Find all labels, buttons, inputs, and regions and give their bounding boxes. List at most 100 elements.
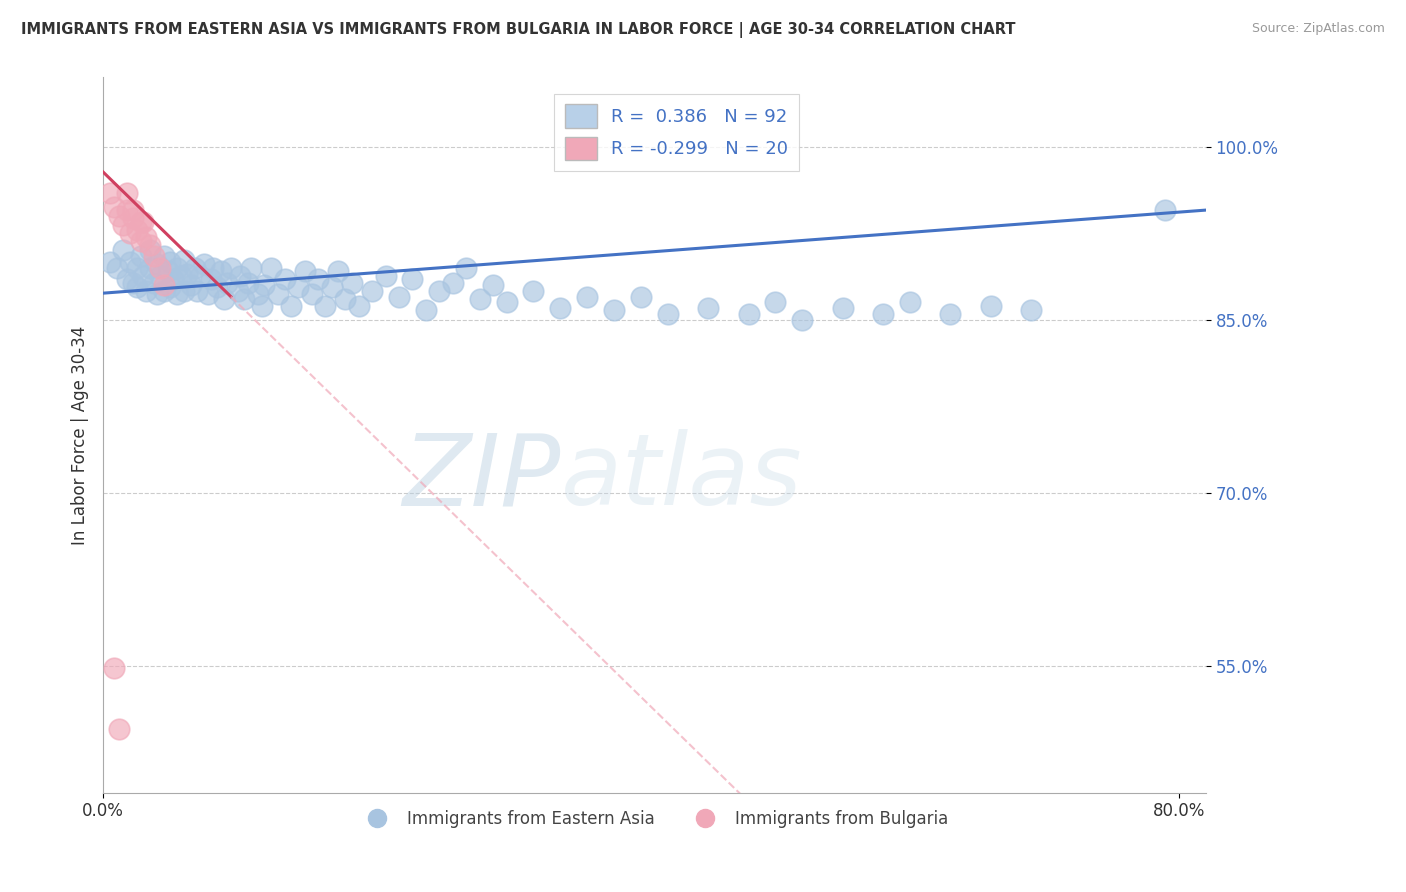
- Point: [121, 203, 143, 218]
- Point: [898, 295, 921, 310]
- Point: [103, 661, 125, 675]
- Point: [117, 186, 139, 200]
- Point: [197, 287, 219, 301]
- Point: [1019, 303, 1042, 318]
- Point: [831, 301, 853, 315]
- Point: [103, 200, 125, 214]
- Point: [121, 276, 143, 290]
- Point: [238, 276, 260, 290]
- Point: [215, 276, 238, 290]
- Point: [441, 276, 464, 290]
- Point: [229, 268, 252, 283]
- Point: [173, 252, 195, 267]
- Point: [143, 276, 166, 290]
- Point: [129, 249, 152, 263]
- Point: [118, 226, 141, 240]
- Point: [152, 278, 174, 293]
- Point: [125, 223, 148, 237]
- Point: [125, 280, 148, 294]
- Point: [207, 280, 229, 294]
- Point: [117, 272, 139, 286]
- Point: [314, 299, 336, 313]
- Point: [139, 237, 162, 252]
- Point: [495, 295, 517, 310]
- Point: [253, 278, 276, 293]
- Point: [152, 249, 174, 263]
- Point: [226, 284, 249, 298]
- Point: [159, 280, 181, 294]
- Point: [427, 284, 450, 298]
- Point: [135, 284, 157, 298]
- Point: [240, 260, 263, 275]
- Point: [121, 211, 143, 226]
- Point: [550, 301, 572, 315]
- Point: [374, 268, 396, 283]
- Point: [482, 278, 505, 293]
- Point: [522, 284, 544, 298]
- Point: [468, 292, 491, 306]
- Point: [105, 260, 128, 275]
- Point: [162, 272, 184, 286]
- Point: [456, 260, 478, 275]
- Point: [188, 268, 211, 283]
- Point: [176, 267, 198, 281]
- Text: Source: ZipAtlas.com: Source: ZipAtlas.com: [1251, 22, 1385, 36]
- Point: [219, 260, 242, 275]
- Point: [361, 284, 384, 298]
- Point: [212, 292, 235, 306]
- Point: [132, 268, 155, 283]
- Point: [697, 301, 720, 315]
- Point: [166, 260, 188, 275]
- Point: [340, 276, 363, 290]
- Point: [132, 214, 155, 228]
- Point: [112, 218, 135, 232]
- Point: [159, 255, 181, 269]
- Point: [143, 249, 166, 263]
- Point: [287, 280, 309, 294]
- Text: atlas: atlas: [561, 429, 803, 526]
- Point: [129, 234, 152, 248]
- Point: [108, 209, 131, 223]
- Point: [401, 272, 423, 286]
- Point: [183, 260, 205, 275]
- Point: [250, 299, 273, 313]
- Point: [267, 287, 290, 301]
- Point: [980, 299, 1002, 313]
- Point: [792, 312, 814, 326]
- Point: [246, 287, 269, 301]
- Point: [939, 307, 962, 321]
- Point: [118, 255, 141, 269]
- Point: [139, 260, 162, 275]
- Y-axis label: In Labor Force | Age 30-34: In Labor Force | Age 30-34: [72, 326, 89, 545]
- Point: [193, 257, 215, 271]
- Point: [129, 214, 152, 228]
- Point: [135, 229, 157, 244]
- Point: [388, 290, 411, 304]
- Point: [872, 307, 894, 321]
- Point: [125, 260, 148, 275]
- Point: [335, 292, 357, 306]
- Point: [146, 257, 169, 271]
- Point: [347, 299, 370, 313]
- Point: [211, 264, 233, 278]
- Point: [200, 272, 222, 286]
- Point: [765, 295, 787, 310]
- Point: [328, 264, 350, 278]
- Point: [166, 287, 188, 301]
- Point: [301, 287, 323, 301]
- Point: [321, 280, 343, 294]
- Point: [186, 284, 208, 298]
- Legend: Immigrants from Eastern Asia, Immigrants from Bulgaria: Immigrants from Eastern Asia, Immigrants…: [354, 803, 955, 834]
- Point: [576, 290, 599, 304]
- Point: [180, 278, 202, 293]
- Point: [280, 299, 302, 313]
- Point: [202, 260, 225, 275]
- Point: [294, 264, 316, 278]
- Point: [98, 255, 121, 269]
- Point: [737, 307, 759, 321]
- Point: [415, 303, 437, 318]
- Text: ZIP: ZIP: [402, 429, 561, 526]
- Point: [117, 203, 139, 218]
- Point: [273, 272, 295, 286]
- Point: [149, 260, 172, 275]
